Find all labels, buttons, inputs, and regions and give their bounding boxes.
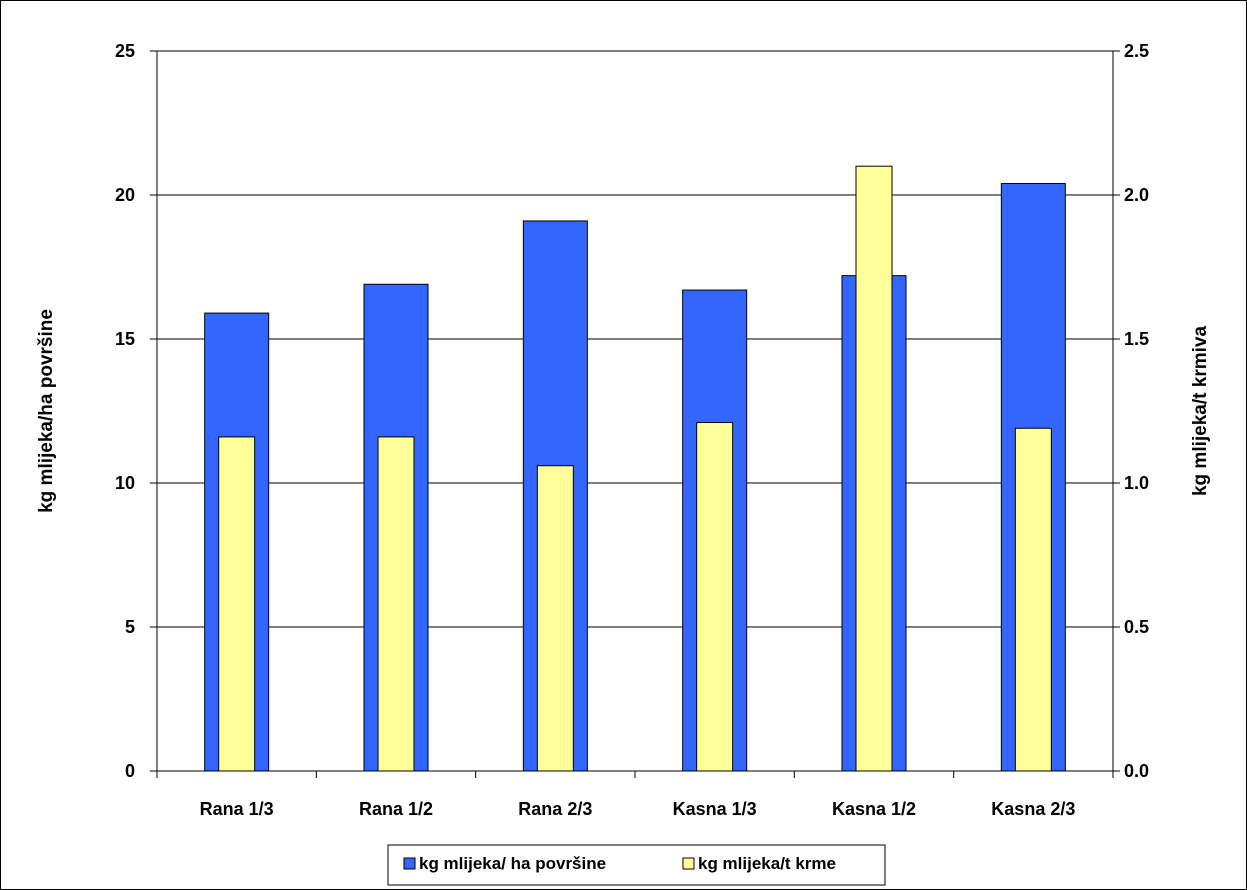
- y-right-tick-label: 2.5: [1124, 41, 1149, 61]
- bar-series-2: [696, 422, 734, 772]
- bar-series-2: [1014, 427, 1052, 772]
- axes: 0 5 10 15 20 25 0.0 0.5 1.0 1.5 2.0 2.5 Rana 1/3 Rana…: [115, 41, 1149, 819]
- x-tick-label: Rana 2/3: [518, 799, 592, 819]
- bars: [204, 165, 1066, 772]
- y-left-tick-label: 10: [115, 473, 135, 493]
- plot-area: [156, 50, 1114, 772]
- y-right-tick-label: 0.5: [1124, 617, 1149, 637]
- bar-series-2: [218, 436, 256, 772]
- gridlines: [157, 194, 1113, 628]
- y-left-tick-label: 15: [115, 329, 135, 349]
- legend-label-series-1: kg mlijeka/ ha površine: [419, 854, 606, 873]
- x-tick-label: Rana 1/3: [200, 799, 274, 819]
- y-left-tick-label: 20: [115, 185, 135, 205]
- y-left-tick-label: 0: [125, 761, 135, 781]
- legend-box: [387, 844, 886, 886]
- bar-series-2: [377, 436, 415, 772]
- bar-series-2: [855, 165, 893, 772]
- y-left-tick-label: 25: [115, 41, 135, 61]
- y-left-tick-label: 5: [125, 617, 135, 637]
- x-tick-label: Kasna 1/2: [832, 799, 916, 819]
- legend-swatch-series-1: [403, 857, 416, 870]
- legend-label-series-2: kg mlijeka/t krme: [698, 854, 836, 873]
- bar-series-2: [536, 465, 574, 772]
- x-tick-label: Kasna 2/3: [991, 799, 1075, 819]
- y-left-axis-title: kg mlijeka/ha površine: [36, 309, 57, 513]
- y-right-tick-label: 1.0: [1124, 473, 1149, 493]
- legend: kg mlijeka/ ha površine kg mlijeka/t krm…: [387, 844, 886, 886]
- y-right-axis-title: kg mlijeka/t krmiva: [1190, 326, 1211, 496]
- x-tick-label: Kasna 1/3: [673, 799, 757, 819]
- y-right-tick-label: 0.0: [1124, 761, 1149, 781]
- y-right-tick-label: 1.5: [1124, 329, 1149, 349]
- legend-swatch-series-2: [682, 857, 695, 870]
- y-right-tick-label: 2.0: [1124, 185, 1149, 205]
- x-tick-label: Rana 1/2: [359, 799, 433, 819]
